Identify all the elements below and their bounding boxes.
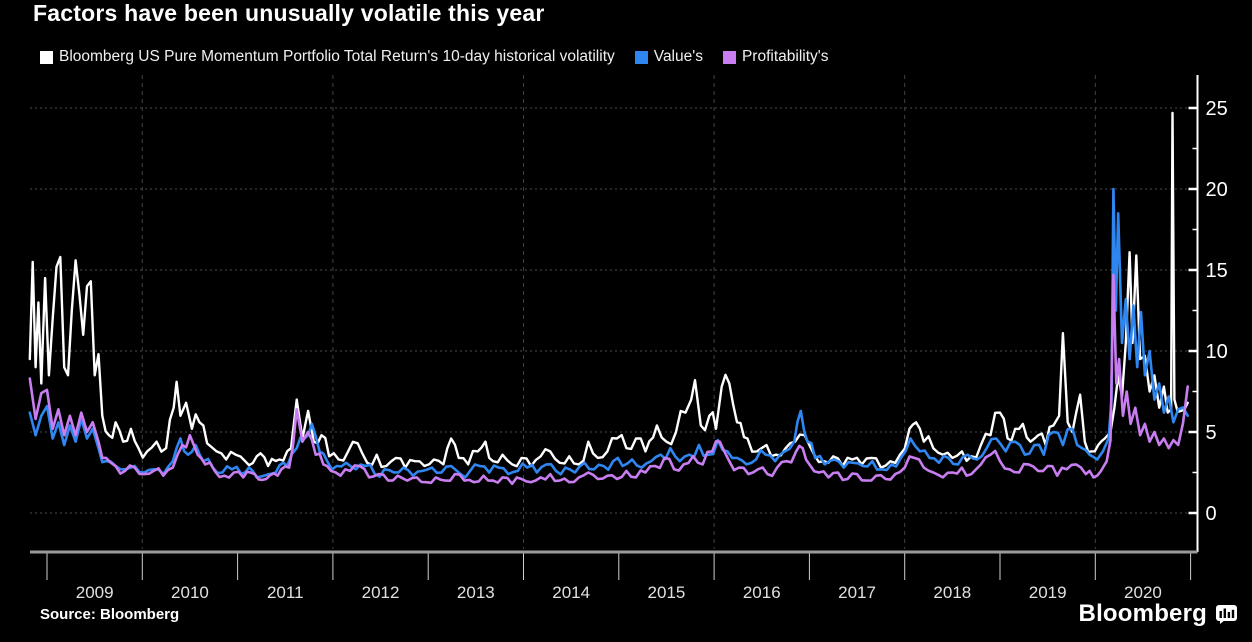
momentum-series-swatch-icon — [40, 50, 53, 64]
bloomberg-wordmark: Bloomberg — [1078, 600, 1207, 627]
chart-title: Factors have been unusually volatile thi… — [33, 0, 545, 26]
y-axis-label: 0 — [1206, 503, 1217, 525]
x-axis-label: 2020 — [1124, 583, 1162, 602]
x-axis-label: 2014 — [552, 583, 590, 602]
legend-item-profitability: Profitability's — [722, 48, 829, 66]
legend-item-value: Value's — [634, 48, 703, 66]
series-line-value — [28, 187, 1189, 479]
x-axis-label: 2017 — [838, 583, 876, 602]
profitability-series-swatch-icon — [722, 50, 736, 64]
legend-label-profitability: Profitability's — [741, 48, 829, 65]
chart-legend: Bloomberg US Pure Momentum Portfolio Tot… — [40, 48, 828, 66]
legend-label-value: Value's — [653, 48, 703, 65]
x-axis-label: 2012 — [362, 583, 400, 602]
x-axis-label: 2015 — [648, 583, 686, 602]
series-line-momentum — [28, 111, 1189, 469]
x-axis-label: 2011 — [267, 583, 304, 602]
legend-item-momentum: Bloomberg US Pure Momentum Portfolio Tot… — [40, 48, 615, 66]
x-axis-label: 2019 — [1029, 583, 1067, 602]
series-line-profitability — [28, 273, 1189, 486]
y-axis-label: 25 — [1206, 98, 1228, 120]
legend-label-momentum: Bloomberg US Pure Momentum Portfolio Tot… — [59, 48, 615, 65]
y-axis-label: 20 — [1206, 179, 1228, 201]
y-axis-label: 5 — [1206, 422, 1217, 444]
value-series-swatch-icon — [634, 50, 648, 64]
x-axis-label: 2013 — [457, 583, 495, 602]
source-attribution: Source: Bloomberg — [40, 606, 180, 623]
bloomberg-terminal-icon — [1216, 604, 1237, 624]
x-axis-label: 2010 — [171, 583, 209, 602]
y-axis-label: 15 — [1206, 260, 1228, 282]
x-axis-label: 2009 — [76, 583, 114, 602]
bloomberg-brand: Bloomberg — [1079, 600, 1238, 628]
x-axis-label: 2016 — [743, 583, 781, 602]
y-axis-label: 10 — [1206, 341, 1228, 363]
x-axis-label: 2018 — [933, 583, 971, 602]
